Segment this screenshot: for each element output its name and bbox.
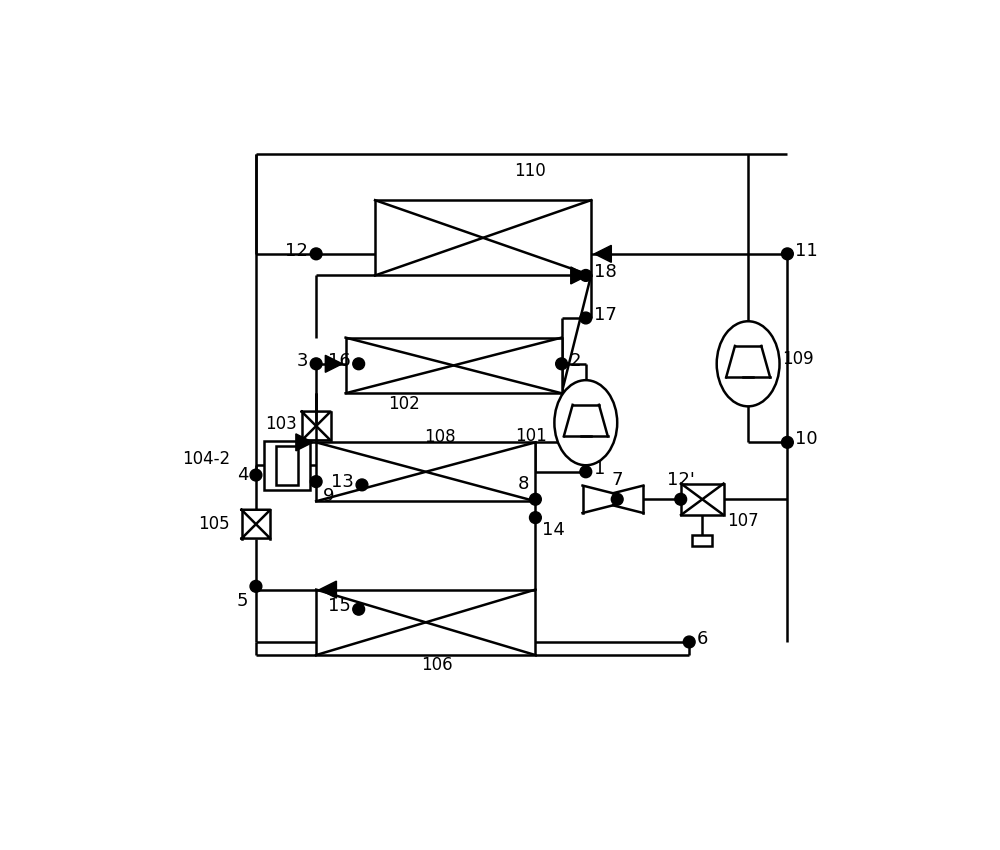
Text: 109: 109 bbox=[782, 350, 814, 368]
Polygon shape bbox=[296, 434, 313, 450]
Circle shape bbox=[580, 269, 592, 281]
Bar bbox=[316, 590, 535, 655]
Text: 101: 101 bbox=[515, 427, 547, 445]
Text: 16: 16 bbox=[328, 352, 351, 370]
Text: 3: 3 bbox=[297, 352, 308, 370]
Text: 8: 8 bbox=[517, 475, 529, 493]
Text: 9: 9 bbox=[323, 487, 334, 505]
Circle shape bbox=[781, 436, 793, 448]
Circle shape bbox=[310, 248, 322, 260]
Bar bbox=[692, 535, 712, 547]
Circle shape bbox=[683, 636, 695, 648]
Text: 1: 1 bbox=[594, 460, 605, 478]
Polygon shape bbox=[571, 267, 588, 284]
Circle shape bbox=[356, 479, 368, 490]
Circle shape bbox=[675, 493, 687, 505]
Polygon shape bbox=[325, 355, 342, 372]
Text: 108: 108 bbox=[424, 428, 456, 446]
Text: 106: 106 bbox=[421, 656, 452, 674]
Text: 6: 6 bbox=[697, 630, 708, 648]
Text: 12: 12 bbox=[285, 241, 308, 259]
Text: 14: 14 bbox=[542, 521, 565, 539]
Text: 12': 12' bbox=[667, 472, 695, 490]
Text: 7: 7 bbox=[611, 472, 623, 490]
Circle shape bbox=[611, 493, 623, 505]
Bar bbox=[264, 440, 310, 490]
Circle shape bbox=[530, 512, 541, 524]
Bar bbox=[276, 445, 298, 484]
Text: 11: 11 bbox=[795, 241, 818, 259]
Text: 13: 13 bbox=[331, 473, 354, 490]
Text: 107: 107 bbox=[727, 512, 759, 530]
Ellipse shape bbox=[554, 380, 617, 465]
Circle shape bbox=[556, 358, 567, 370]
Text: 5: 5 bbox=[237, 592, 248, 609]
Circle shape bbox=[580, 312, 592, 324]
Text: 17: 17 bbox=[594, 306, 617, 324]
Text: 15: 15 bbox=[328, 597, 351, 615]
Circle shape bbox=[580, 466, 592, 478]
Text: 105: 105 bbox=[198, 515, 230, 533]
Circle shape bbox=[530, 493, 541, 505]
Text: 18: 18 bbox=[594, 264, 616, 281]
Polygon shape bbox=[594, 246, 611, 263]
Circle shape bbox=[781, 248, 793, 260]
Text: 4: 4 bbox=[237, 466, 248, 484]
Circle shape bbox=[353, 358, 365, 370]
Text: 2: 2 bbox=[569, 352, 581, 370]
Bar bbox=[346, 337, 562, 394]
Circle shape bbox=[353, 604, 365, 615]
Text: 102: 102 bbox=[388, 395, 420, 413]
Text: 110: 110 bbox=[514, 162, 546, 179]
Bar bbox=[375, 201, 591, 275]
Circle shape bbox=[250, 469, 262, 481]
Bar bbox=[681, 484, 724, 515]
Text: 104-2: 104-2 bbox=[182, 450, 230, 468]
Bar bbox=[316, 442, 535, 501]
Ellipse shape bbox=[717, 321, 780, 406]
Circle shape bbox=[310, 476, 322, 488]
Polygon shape bbox=[319, 581, 336, 598]
Text: 10: 10 bbox=[795, 430, 818, 448]
Circle shape bbox=[310, 358, 322, 370]
Text: 103: 103 bbox=[265, 415, 297, 433]
Circle shape bbox=[250, 581, 262, 592]
